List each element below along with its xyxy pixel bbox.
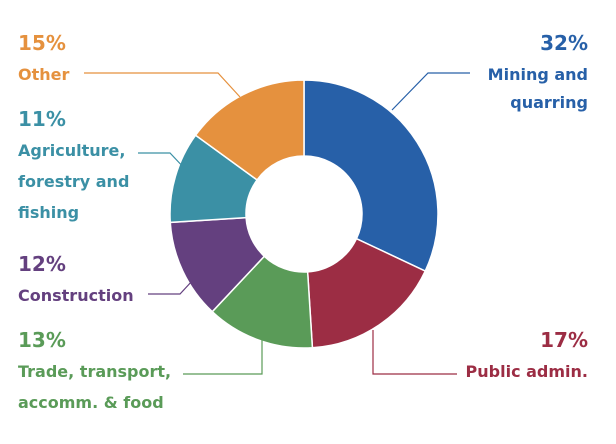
leader-line-5: [84, 72, 241, 98]
slice-0: [303, 79, 439, 273]
slice-percent-label-3: 12%: [18, 252, 66, 276]
leader-line-2: [183, 336, 263, 375]
slice-1: [306, 237, 427, 349]
slice-category-label-4-2: fishing: [18, 203, 79, 222]
leader-line-1: [372, 330, 457, 375]
leader-line-4: [138, 152, 188, 172]
slice-category-label-3-0: Construction: [18, 286, 134, 305]
leader-line-0: [391, 72, 470, 111]
slice-percent-label-5: 15%: [18, 31, 66, 55]
chart-labels: 32% Mining and quarring 17% Public admin. 13%…: [18, 31, 588, 412]
leader-line-3: [148, 266, 206, 295]
slice-category-label-4-0: Agriculture,: [18, 141, 125, 160]
slice-category-label-0-1: quarring: [510, 93, 588, 112]
slice-category-label-2-1: accomm. & food: [18, 393, 164, 412]
chart-leader-lines: [84, 72, 470, 375]
slice-category-label-1-0: Public admin.: [466, 362, 588, 381]
slice-category-label-5-0: Other: [18, 65, 69, 84]
slice-category-label-2-0: Trade, transport,: [18, 362, 171, 381]
slice-percent-label-4: 11%: [18, 107, 66, 131]
slice-category-label-4-1: forestry and: [18, 172, 129, 191]
slice-percent-label-1: 17%: [540, 328, 588, 352]
slice-percent-label-0: 32%: [540, 31, 588, 55]
slice-percent-label-2: 13%: [18, 328, 66, 352]
slice-category-label-0-0: Mining and: [488, 65, 588, 84]
slice-5: [194, 79, 305, 181]
chart-slices: [169, 79, 439, 349]
